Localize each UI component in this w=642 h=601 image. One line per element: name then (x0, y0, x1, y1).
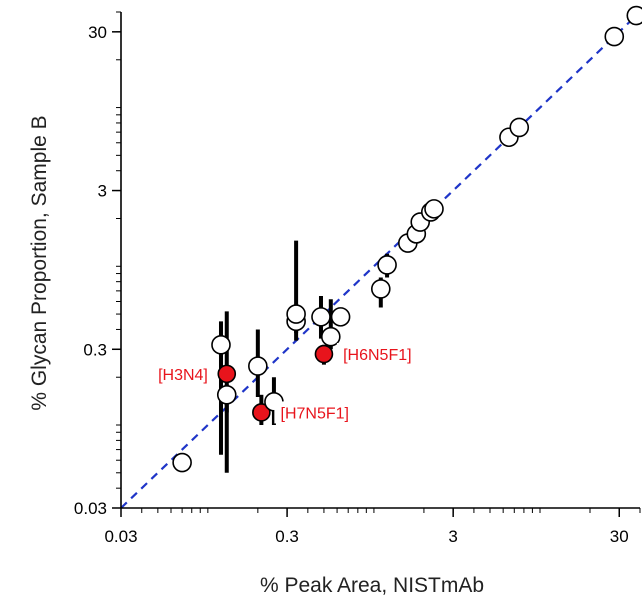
annotation-text: [H7N5F1] (281, 405, 349, 422)
reference-line (120, 11, 641, 509)
data-point (211, 335, 231, 355)
highlighted-data-point (252, 403, 271, 422)
annotation-label: [H3N4] (152, 362, 214, 385)
data-point (248, 356, 268, 376)
data-point (172, 452, 192, 473)
tick-labels: 0.03 0.3 3 30 0.03 0.3 3 30 (74, 23, 629, 546)
y-tick-label: 0.3 (83, 340, 107, 359)
data-point (424, 199, 444, 219)
annotation-background (152, 362, 214, 385)
data-point (286, 304, 306, 324)
y-tick-label: 0.03 (74, 499, 107, 518)
data-point (604, 26, 625, 47)
x-tick-label: 30 (610, 527, 629, 546)
x-tick-label: 0.3 (275, 527, 299, 546)
annotation-text: [H3N4] (158, 367, 208, 384)
x-axis-title: % Peak Area, NISTmAb (260, 574, 484, 597)
data-point (370, 279, 391, 299)
annotation-label: [H7N5F1] (274, 401, 356, 424)
annotation-background (336, 343, 418, 366)
x-tick-label: 0.03 (104, 527, 137, 546)
data-point (330, 307, 351, 327)
reference-line-layer (120, 11, 641, 509)
highlighted-data-point (217, 364, 237, 384)
data-point (626, 5, 642, 26)
annotation-text: [H6N5F1] (343, 347, 411, 364)
y-tick-label: 30 (88, 23, 107, 42)
data-point (321, 326, 341, 347)
marker-layer (172, 5, 642, 473)
data-point (216, 384, 237, 405)
highlighted-data-point (314, 344, 334, 364)
annotation-background (274, 401, 356, 424)
data-point (311, 307, 331, 327)
x-tick-label: 3 (448, 527, 457, 546)
annotation-label: [H6N5F1] (336, 343, 418, 366)
y-axis-title: % Glycan Proportion, Sample B (28, 115, 51, 410)
y-tick-label: 3 (98, 182, 107, 201)
axes (112, 11, 641, 517)
annotations: [H3N4] [H6N5F1] [H7N5F1] (152, 343, 418, 424)
data-point (509, 117, 530, 138)
data-point (377, 255, 397, 275)
